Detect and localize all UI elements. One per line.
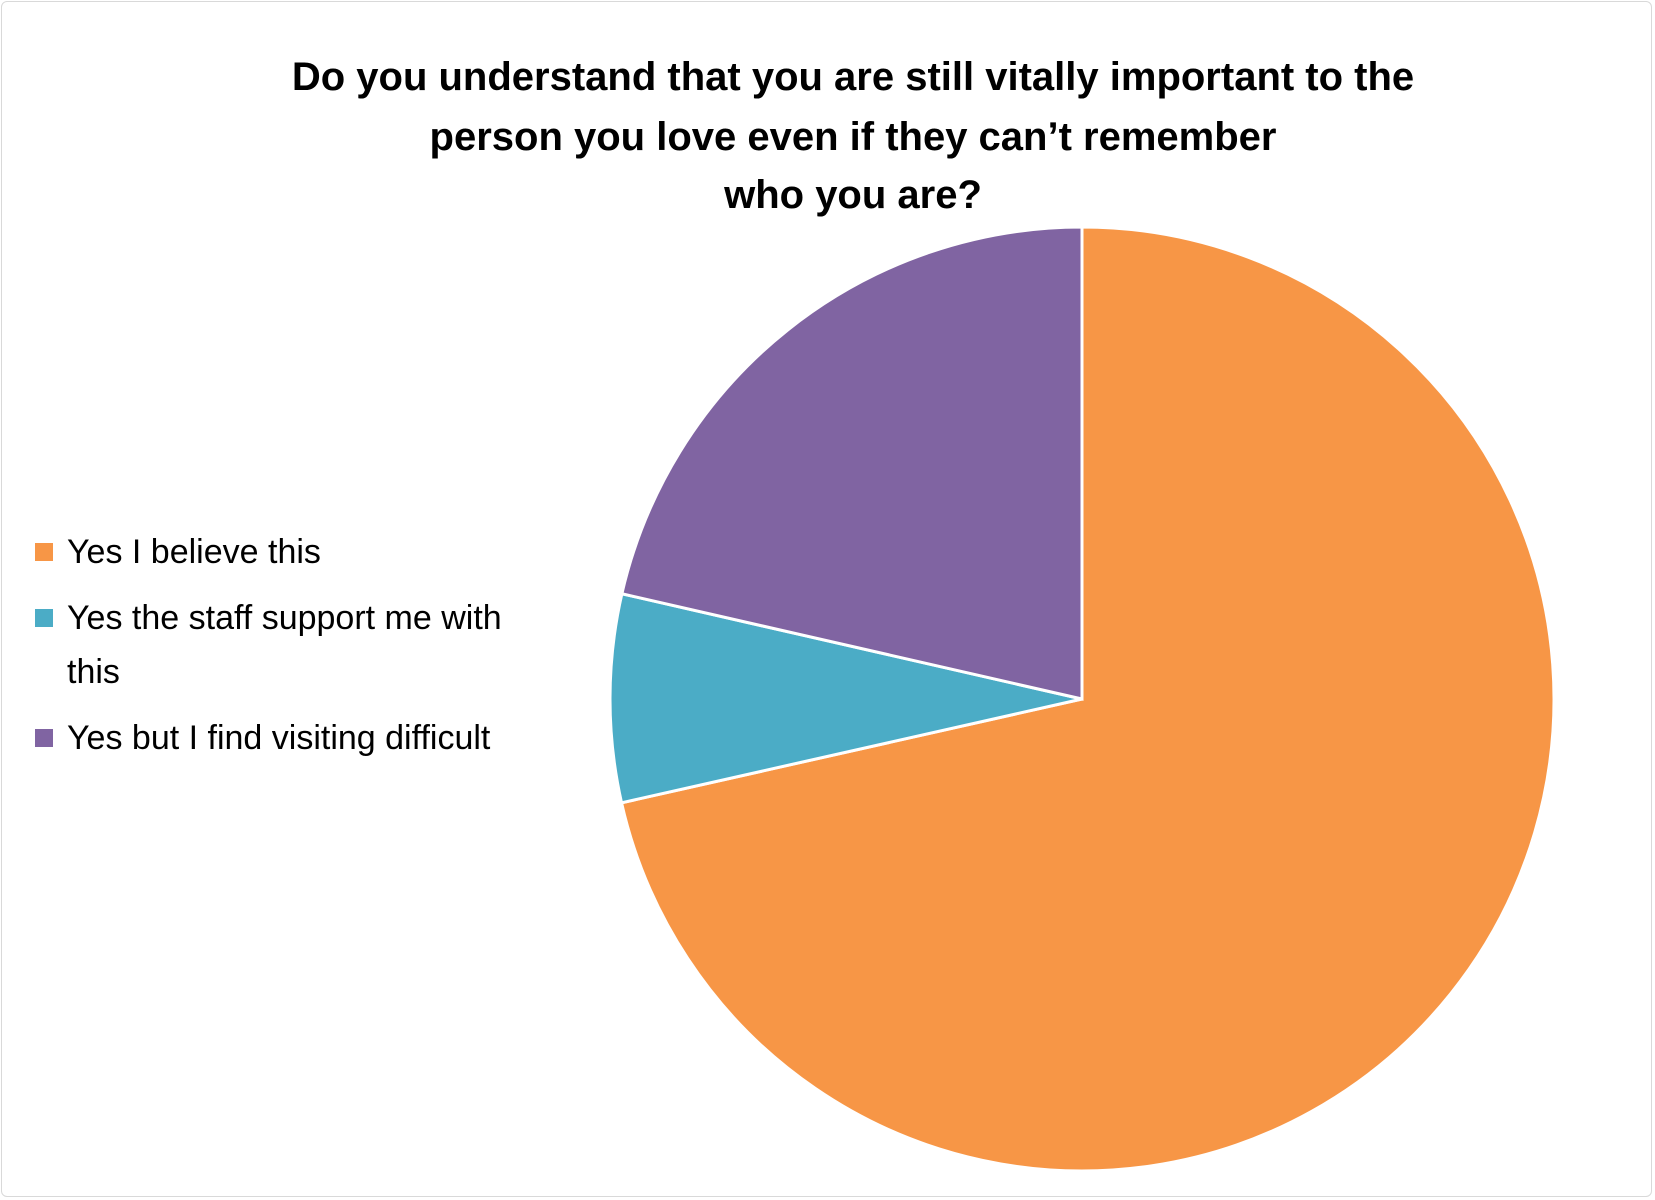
pie-slice [608, 591, 1083, 805]
legend-label: Yes the staff support me with this [67, 599, 502, 691]
legend-item: Yes but I find visiting difficult [35, 711, 555, 765]
chart-title: Do you understand that you are still vit… [292, 55, 1414, 99]
chart-title: who you are? [723, 173, 982, 217]
legend-label: Yes I believe this [67, 533, 321, 571]
pie-slice [619, 225, 1556, 1173]
legend-label: Yes but I find visiting difficult [67, 719, 491, 757]
legend-swatch [35, 543, 53, 561]
legend-swatch [35, 609, 53, 627]
legend-item: Yes the staff support me with this [35, 591, 555, 699]
chart-title: person you love even if they can’t remem… [430, 115, 1277, 159]
pie-slice [620, 225, 1084, 701]
legend-swatch [35, 729, 53, 747]
legend-item: Yes I believe this [35, 525, 555, 579]
legend: Yes I believe this Yes the staff support … [35, 525, 555, 777]
